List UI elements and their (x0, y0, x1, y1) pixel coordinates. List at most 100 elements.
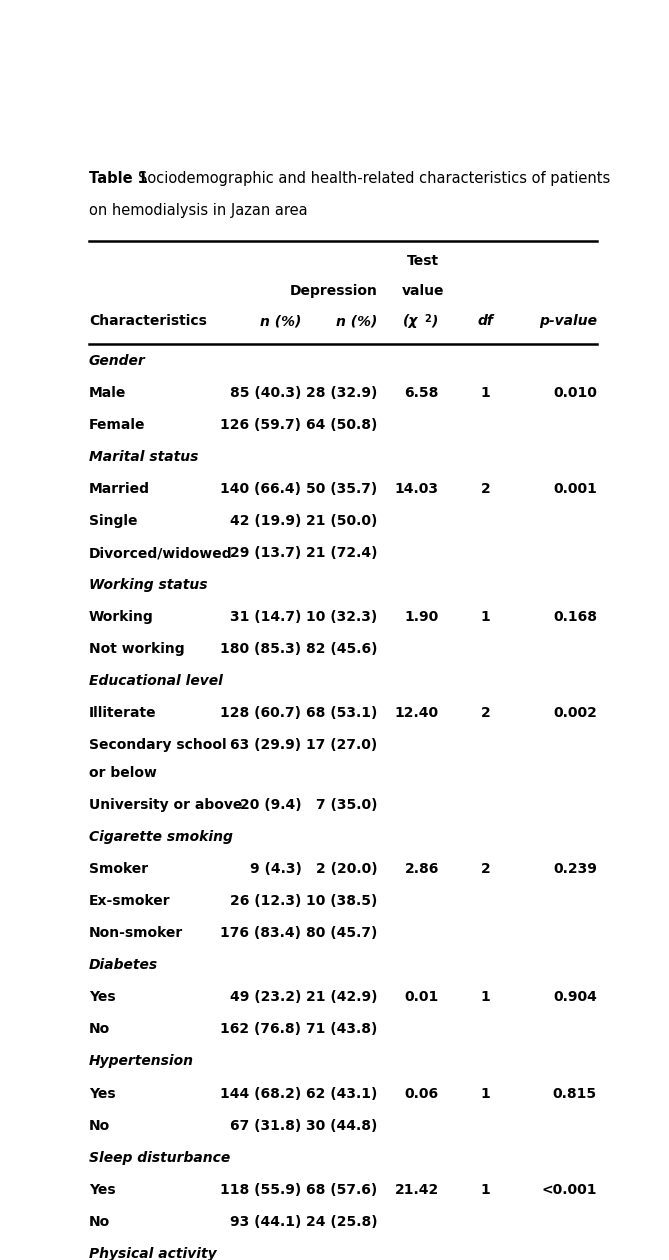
Text: Cigarette smoking: Cigarette smoking (89, 830, 233, 844)
Text: 10 (32.3): 10 (32.3) (306, 610, 377, 624)
Text: 21 (72.4): 21 (72.4) (306, 546, 377, 561)
Text: 162 (76.8): 162 (76.8) (220, 1022, 301, 1037)
Text: Secondary school: Secondary school (89, 738, 226, 752)
Text: 24 (25.8): 24 (25.8) (306, 1215, 377, 1228)
Text: 49 (23.2): 49 (23.2) (230, 990, 301, 1004)
Text: 17 (27.0): 17 (27.0) (306, 738, 377, 752)
Text: 0.001: 0.001 (553, 483, 597, 496)
Text: 2.86: 2.86 (404, 862, 439, 877)
Text: 1.90: 1.90 (405, 610, 439, 624)
Text: Female: Female (89, 418, 145, 432)
Text: <0.001: <0.001 (541, 1183, 597, 1197)
Text: 0.904: 0.904 (553, 990, 597, 1004)
Text: Physical activity: Physical activity (89, 1246, 217, 1260)
Text: on hemodialysis in Jazan area: on hemodialysis in Jazan area (89, 203, 308, 218)
Text: 118 (55.9): 118 (55.9) (220, 1183, 301, 1197)
Text: Yes: Yes (89, 1086, 116, 1100)
Text: Diabetes: Diabetes (89, 959, 158, 973)
Text: 14.03: 14.03 (395, 483, 439, 496)
Text: 0.01: 0.01 (405, 990, 439, 1004)
Text: 6.58: 6.58 (404, 386, 439, 399)
Text: 64 (50.8): 64 (50.8) (306, 418, 377, 432)
Text: 71 (43.8): 71 (43.8) (306, 1022, 377, 1037)
Text: Not working: Not working (89, 643, 185, 656)
Text: No: No (89, 1022, 110, 1037)
Text: Male: Male (89, 386, 126, 399)
Text: 2: 2 (424, 314, 431, 324)
Text: 80 (45.7): 80 (45.7) (306, 926, 377, 940)
Text: 0.168: 0.168 (553, 610, 597, 624)
Text: n (%): n (%) (260, 314, 301, 328)
Text: 176 (83.4): 176 (83.4) (220, 926, 301, 940)
Text: 62 (43.1): 62 (43.1) (306, 1086, 377, 1100)
Text: Sleep disturbance: Sleep disturbance (89, 1150, 230, 1164)
Text: Illiterate: Illiterate (89, 706, 157, 721)
Text: or below: or below (89, 766, 157, 780)
Text: No: No (89, 1215, 110, 1228)
Text: 0.239: 0.239 (553, 862, 597, 877)
Text: 9 (4.3): 9 (4.3) (250, 862, 301, 877)
Text: Depression: Depression (290, 284, 377, 299)
Text: 2 (20.0): 2 (20.0) (316, 862, 377, 877)
Text: Characteristics: Characteristics (89, 314, 207, 328)
Text: University or above: University or above (89, 799, 242, 813)
Text: 26 (12.3): 26 (12.3) (230, 895, 301, 908)
Text: 2: 2 (480, 706, 490, 721)
Text: 126 (59.7): 126 (59.7) (220, 418, 301, 432)
Text: 85 (40.3): 85 (40.3) (230, 386, 301, 399)
Text: Sociodemographic and health-related characteristics of patients: Sociodemographic and health-related char… (138, 170, 610, 185)
Text: Table 1: Table 1 (89, 170, 148, 185)
Text: Gender: Gender (89, 354, 146, 368)
Text: 180 (85.3): 180 (85.3) (220, 643, 301, 656)
Text: p-value: p-value (539, 314, 597, 328)
Text: Marital status: Marital status (89, 450, 198, 464)
Text: 1: 1 (480, 1183, 490, 1197)
Text: 140 (66.4): 140 (66.4) (220, 483, 301, 496)
Text: Ex-smoker: Ex-smoker (89, 895, 171, 908)
Text: 28 (32.9): 28 (32.9) (306, 386, 377, 399)
Text: Hypertension: Hypertension (89, 1055, 194, 1068)
Text: Non-smoker: Non-smoker (89, 926, 183, 940)
Text: 29 (13.7): 29 (13.7) (230, 546, 301, 561)
Text: 21.42: 21.42 (395, 1183, 439, 1197)
Text: 31 (14.7): 31 (14.7) (230, 610, 301, 624)
Text: 0.815: 0.815 (553, 1086, 597, 1100)
Text: (χ: (χ (403, 314, 418, 328)
Text: 20 (9.4): 20 (9.4) (240, 799, 301, 813)
Text: Smoker: Smoker (89, 862, 148, 877)
Text: df: df (478, 314, 493, 328)
Text: Test: Test (407, 255, 440, 268)
Text: 1: 1 (480, 1086, 490, 1100)
Text: Single: Single (89, 514, 137, 528)
Text: 2: 2 (480, 862, 490, 877)
Text: 1: 1 (480, 386, 490, 399)
Text: 1: 1 (480, 990, 490, 1004)
Text: 82 (45.6): 82 (45.6) (306, 643, 377, 656)
Text: 68 (53.1): 68 (53.1) (306, 706, 377, 721)
Text: n (%): n (%) (337, 314, 377, 328)
Text: Divorced/widowed: Divorced/widowed (89, 546, 232, 561)
Text: Yes: Yes (89, 990, 116, 1004)
Text: ): ) (431, 314, 438, 328)
Text: No: No (89, 1119, 110, 1133)
Text: Educational level: Educational level (89, 674, 223, 688)
Text: 0.002: 0.002 (553, 706, 597, 721)
Text: 63 (29.9): 63 (29.9) (230, 738, 301, 752)
Text: 12.40: 12.40 (395, 706, 439, 721)
Text: Married: Married (89, 483, 150, 496)
Text: 0.010: 0.010 (553, 386, 597, 399)
Text: 0.06: 0.06 (405, 1086, 439, 1100)
Text: 128 (60.7): 128 (60.7) (220, 706, 301, 721)
Text: value: value (402, 284, 444, 299)
Text: Yes: Yes (89, 1183, 116, 1197)
Text: 42 (19.9): 42 (19.9) (230, 514, 301, 528)
Text: 1: 1 (480, 610, 490, 624)
Text: 67 (31.8): 67 (31.8) (230, 1119, 301, 1133)
Text: 10 (38.5): 10 (38.5) (306, 895, 377, 908)
Text: 2: 2 (480, 483, 490, 496)
Text: 68 (57.6): 68 (57.6) (306, 1183, 377, 1197)
Text: Working: Working (89, 610, 154, 624)
Text: 144 (68.2): 144 (68.2) (220, 1086, 301, 1100)
Text: 93 (44.1): 93 (44.1) (230, 1215, 301, 1228)
Text: 21 (42.9): 21 (42.9) (306, 990, 377, 1004)
